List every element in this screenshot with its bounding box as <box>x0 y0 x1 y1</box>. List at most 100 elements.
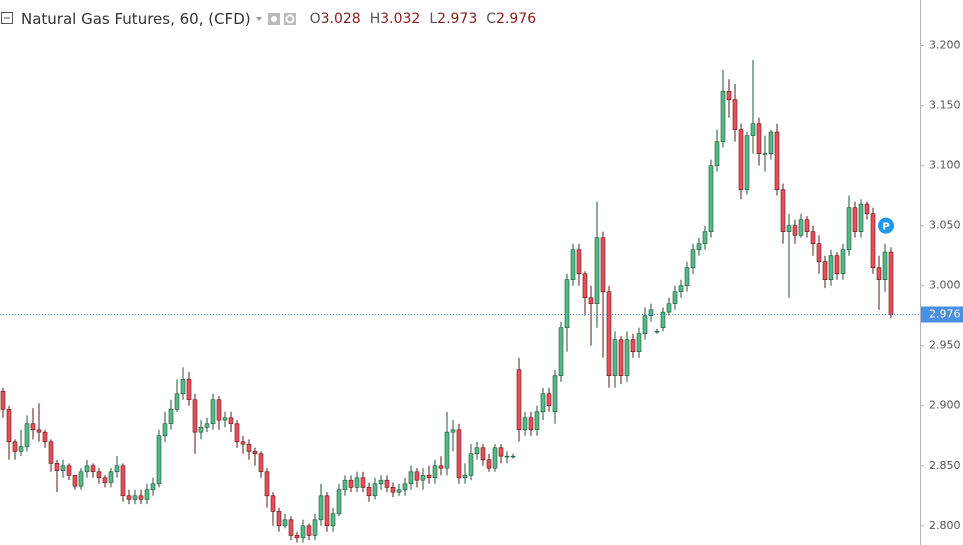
candle-body <box>696 243 702 250</box>
candle-body <box>156 435 162 485</box>
candle-body <box>294 535 300 539</box>
candle-body <box>540 393 546 413</box>
candle-body <box>606 291 612 377</box>
price-label-box <box>921 306 963 323</box>
candle-body <box>834 255 840 275</box>
candle-body <box>732 99 738 130</box>
ohlc-prefix: C <box>486 11 497 27</box>
collapse-icon[interactable] <box>1 12 15 26</box>
candle-body <box>150 483 156 491</box>
candle-body <box>96 471 102 479</box>
candle-body <box>642 315 648 335</box>
candle-body <box>660 311 666 329</box>
candle-body <box>330 513 336 527</box>
settings-icons[interactable] <box>267 12 301 26</box>
candle-body <box>564 279 570 329</box>
candle-body <box>402 483 408 491</box>
candle-body <box>624 339 630 377</box>
candle-body <box>300 525 306 539</box>
candle-body <box>846 207 852 250</box>
candle-body <box>840 249 846 275</box>
candle-body <box>144 489 150 500</box>
candle-body <box>102 477 108 483</box>
candle-body <box>738 129 744 190</box>
candle-body <box>684 267 690 287</box>
candle-body <box>366 487 372 497</box>
candle-body <box>282 519 288 527</box>
candle-body <box>882 251 888 281</box>
candle-body <box>348 479 354 488</box>
candle-body <box>780 189 786 232</box>
candle-body <box>354 477 360 488</box>
candle-body <box>720 90 726 142</box>
candle-body <box>612 339 618 377</box>
candle-body <box>84 465 90 473</box>
candle-body <box>228 417 234 425</box>
candle-body <box>462 475 468 479</box>
candle-body <box>858 203 864 232</box>
candle-body <box>120 465 126 497</box>
ohlc-item: L2.973 <box>429 11 477 27</box>
candle-body <box>288 519 294 536</box>
candle-body <box>654 331 660 333</box>
y-tick-label: 3.200 <box>929 39 961 52</box>
candle-body <box>510 455 516 458</box>
candle-body <box>522 417 528 431</box>
dropdown-icon[interactable] <box>251 14 267 24</box>
candle-body <box>672 291 678 305</box>
candle-body <box>240 441 246 445</box>
candle-body <box>60 465 66 471</box>
candle-body <box>174 393 180 410</box>
candle-body <box>162 423 168 437</box>
candle-body <box>726 90 732 100</box>
candle-body <box>822 261 828 281</box>
candle-body <box>552 375 558 413</box>
candle-body <box>342 479 348 491</box>
candle-body <box>258 453 264 473</box>
ohlc-value: 3.028 <box>320 11 361 27</box>
ohlc-prefix: L <box>429 11 438 27</box>
candle-body <box>582 273 588 299</box>
candle-body <box>594 237 600 305</box>
candle-body <box>450 429 456 433</box>
candle-body <box>666 303 672 313</box>
y-tick-label: 3.100 <box>929 159 961 172</box>
candle-body <box>270 495 276 512</box>
candle-body <box>786 225 792 232</box>
candle-body <box>888 251 894 315</box>
ohlc-item: H3.032 <box>370 11 421 27</box>
candle-body <box>18 446 24 452</box>
price-label: 2.976 <box>929 308 961 321</box>
candle-body <box>318 495 324 521</box>
y-tick-label: 2.800 <box>929 519 961 532</box>
candle-body <box>6 409 12 443</box>
candle-body <box>702 231 708 244</box>
event-marker-label: P <box>882 222 889 233</box>
candle-body <box>708 165 714 232</box>
candle-body <box>576 249 582 275</box>
y-tick-label: 3.050 <box>929 219 961 232</box>
candle-body <box>426 475 432 479</box>
candle-body <box>870 213 876 268</box>
candle-body <box>798 219 804 236</box>
candle-body <box>78 471 84 487</box>
ohlc-value: 3.032 <box>380 11 421 27</box>
candle-body <box>546 393 552 407</box>
candle-body <box>432 465 438 479</box>
candle-body <box>372 483 378 497</box>
y-tick-label: 3.000 <box>929 279 961 292</box>
candle-body <box>492 447 498 469</box>
candle-body <box>384 479 390 488</box>
candle-body <box>54 463 60 471</box>
candle-body <box>132 495 138 500</box>
candle-body <box>108 471 114 483</box>
candle-body <box>252 451 258 455</box>
candle-body <box>66 465 72 476</box>
candle-body <box>324 495 330 527</box>
candle-body <box>408 471 414 485</box>
candle-body <box>204 423 210 428</box>
candle-body <box>792 225 798 236</box>
candle-body <box>480 447 486 461</box>
ohlc-value: 2.973 <box>437 11 478 27</box>
